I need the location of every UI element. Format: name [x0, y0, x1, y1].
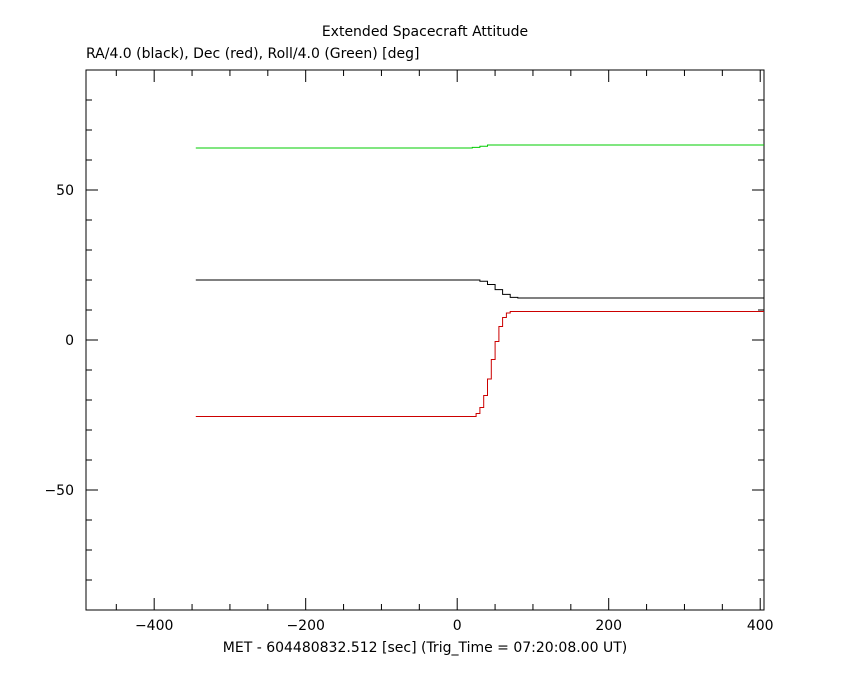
roll-series-line	[195, 144, 764, 149]
y-tick-label: −50	[44, 483, 74, 499]
chart-title: Extended Spacecraft Attitude	[321, 24, 529, 40]
x-tick-label: 0	[453, 618, 462, 634]
x-tick-label: −400	[135, 618, 173, 634]
ra-series-line	[195, 279, 764, 299]
x-tick-label: 200	[595, 618, 622, 634]
y-tick-label: 0	[65, 333, 74, 349]
dec-series-line	[195, 311, 764, 417]
y-tick-label: 50	[56, 183, 74, 199]
x-tick-label: 400	[747, 618, 774, 634]
x-axis-label: MET - 604480832.512 [sec] (Trig_Time = 0…	[222, 640, 628, 656]
plot-frame	[85, 69, 765, 611]
x-tick-label: −200	[286, 618, 324, 634]
chart-subtitle: RA/4.0 (black), Dec (red), Roll/4.0 (Gre…	[86, 46, 420, 62]
